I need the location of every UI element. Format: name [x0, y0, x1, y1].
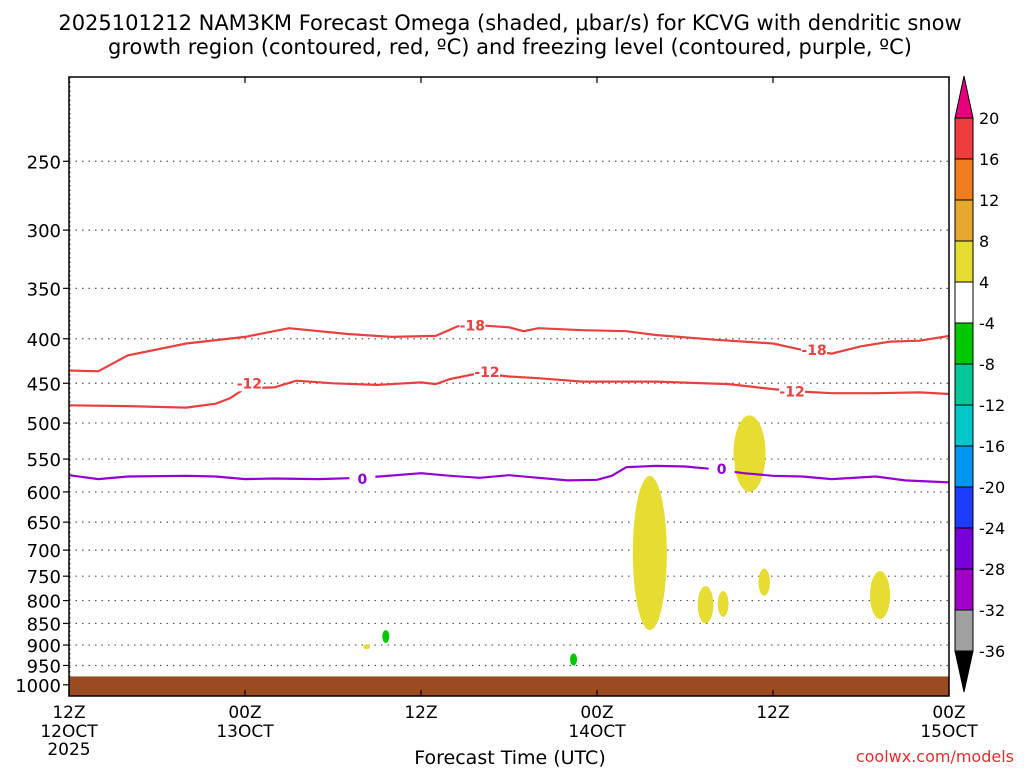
- x-tick-label-0-0: 12Z: [52, 703, 85, 723]
- x-tick-label-4-0: 12Z: [756, 703, 789, 723]
- y-tick-label-700: 700: [27, 541, 61, 562]
- contour-label-bg-1-1: [474, 364, 500, 381]
- y-tick-label-800: 800: [27, 592, 61, 613]
- colorbar-band-0: [954, 117, 974, 160]
- contour-label-bg-2-0: [349, 471, 376, 488]
- colorbar-label-10: -24: [979, 519, 1005, 538]
- colorbar-label-0: 20: [979, 109, 999, 128]
- x-tick-label-1-1: 13OCT: [216, 722, 274, 742]
- x-tick-label-2-0: 12Z: [404, 703, 437, 723]
- x-tick-label-1-0: 00Z: [228, 703, 261, 723]
- omega-region-1: [697, 586, 714, 624]
- omega-region-2: [717, 591, 729, 617]
- x-tick-label-0-2: 2025: [47, 740, 90, 760]
- contour-label-1-2: -12: [779, 385, 804, 401]
- contour-label-2-0: 0: [357, 472, 367, 488]
- contour-neg12-1: [68, 371, 950, 409]
- y-tick-label-350: 350: [27, 279, 61, 300]
- colorbar-bottom-arrow: [954, 650, 974, 693]
- omega-region-7: [570, 653, 578, 666]
- colorbar-band-9: [954, 486, 974, 529]
- colorbar-label-3: 8: [979, 232, 989, 251]
- colorbar-band-7: [954, 404, 974, 447]
- omega-region-8: [363, 644, 371, 650]
- x-tick-label-3-1: 14OCT: [568, 722, 626, 742]
- colorbar-label-12: -32: [979, 601, 1005, 620]
- omega-region-6: [382, 630, 390, 643]
- y-tick-label-300: 300: [27, 221, 61, 242]
- colorbar-band-2: [954, 199, 974, 242]
- y-tick-label-450: 450: [27, 374, 61, 395]
- y-tick-label-550: 550: [27, 450, 61, 471]
- contour-neg18-0: [68, 324, 950, 373]
- omega-shading: [363, 415, 891, 666]
- y-tick-label-600: 600: [27, 483, 61, 504]
- colorbar-band-3: [954, 240, 974, 283]
- colorbar-label-8: -16: [979, 437, 1005, 456]
- y-tick-label-650: 650: [27, 513, 61, 534]
- contour-label-bg-1-0: [236, 375, 263, 392]
- credit-link[interactable]: coolwx.com/models: [856, 747, 1014, 766]
- x-axis-label: Forecast Time (UTC): [414, 747, 605, 768]
- y-tick-label-950: 950: [27, 656, 61, 677]
- y-tick-label-400: 400: [27, 330, 61, 351]
- contour-label-1-1: -12: [474, 365, 499, 381]
- colorbar-band-6: [954, 363, 974, 406]
- x-tick-label-5-0: 00Z: [932, 703, 965, 723]
- colorbar-label-11: -28: [979, 560, 1005, 579]
- omega-region-0: [632, 475, 667, 631]
- colorbar-band-10: [954, 527, 974, 570]
- colorbar-label-4: 4: [979, 273, 989, 292]
- y-tick-label-1000: 1000: [15, 676, 61, 697]
- chart-title-line1: 2025101212 NAM3KM Forecast Omega (shaded…: [58, 11, 961, 35]
- colorbar-label-6: -8: [979, 355, 995, 374]
- colorbar-label-2: 12: [979, 191, 999, 210]
- colorbar-label-5: -4: [979, 314, 995, 333]
- contour-label-bg-0-1: [801, 341, 828, 358]
- contour-label-0-1: -18: [801, 343, 826, 359]
- contour-label-bg-0-0: [459, 317, 486, 334]
- contour-label-1-0: -12: [237, 376, 262, 392]
- y-tick-label-500: 500: [27, 414, 61, 435]
- chart-title-line2: growth region (contoured, red, ºC) and f…: [108, 35, 912, 59]
- pressure-axis: 2503003504004505005506006507007508008509…: [15, 152, 69, 697]
- x-tick-label-5-1: 15OCT: [920, 722, 978, 742]
- x-tick-label-3-0: 00Z: [580, 703, 613, 723]
- colorbar: 20 16 12 8 4 -4 -8 -12 -16 -20 -24 -28 -32 -36: [954, 75, 1005, 693]
- x-tick-label-0-1: 12OCT: [40, 722, 98, 742]
- plot-frame: [68, 76, 950, 697]
- terrain-layer: [69, 676, 949, 696]
- colorbar-band-12: [954, 609, 974, 652]
- y-tick-label-250: 250: [27, 152, 61, 173]
- colorbar-band-4: [954, 281, 974, 324]
- colorbar-band-8: [954, 445, 974, 488]
- contour-lines: -18 -18 -12 -12 -12 0 0: [68, 317, 950, 488]
- colorbar-band-1: [954, 158, 974, 201]
- contour-label-0-0: -18: [460, 318, 485, 334]
- contour-label-2-1: 0: [717, 462, 727, 478]
- y-tick-label-850: 850: [27, 614, 61, 635]
- contour-label-bg-1-2: [779, 383, 806, 400]
- y-tick-label-750: 750: [27, 567, 61, 588]
- colorbar-label-9: -20: [979, 478, 1005, 497]
- omega-region-4: [758, 568, 770, 596]
- omega-region-3: [733, 415, 766, 492]
- colorbar-label-1: 16: [979, 150, 999, 169]
- y-tick-label-900: 900: [27, 636, 61, 657]
- colorbar-label-7: -12: [979, 396, 1005, 415]
- omega-region-5: [870, 571, 891, 619]
- colorbar-band-5: [954, 322, 974, 365]
- colorbar-band-11: [954, 568, 974, 611]
- colorbar-label-13: -36: [979, 642, 1005, 661]
- contour-label-bg-2-1: [708, 461, 735, 478]
- colorbar-top-arrow: [954, 75, 974, 119]
- contour-0-2: [68, 464, 950, 484]
- terrain-fill: [69, 676, 949, 696]
- grid-lines: [69, 77, 949, 696]
